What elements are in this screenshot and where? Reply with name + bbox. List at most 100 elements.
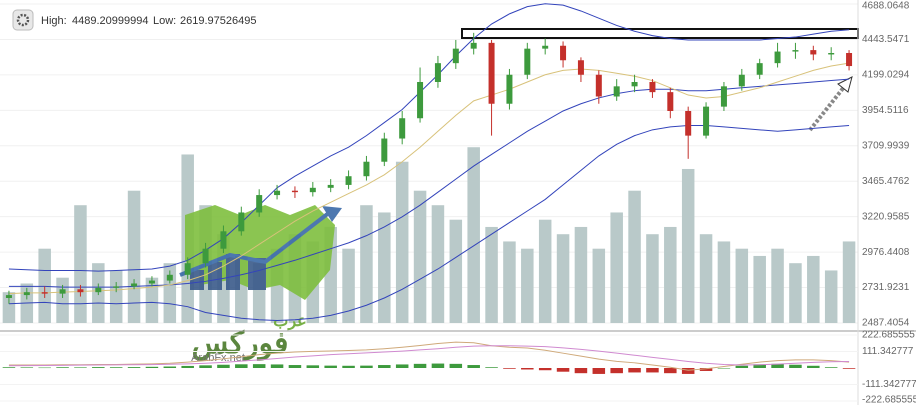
candle-body [756,63,763,75]
gear-icon [16,13,30,27]
candle-body [470,42,477,49]
y-tick-label: 2976.4408 [862,247,910,258]
volume-bar [753,255,766,323]
histogram-bar [413,363,427,368]
volume-bar [771,248,784,323]
volume-bar [503,241,516,323]
histogram-bar [449,363,463,368]
volume-bar [735,248,749,323]
candle-body [649,81,656,93]
histogram-bar [306,365,320,368]
watermark-logo: عرب فوركس ArabFx.net [179,205,342,364]
overlay-line [8,3,850,272]
histogram-bar [771,363,784,368]
histogram-bar [753,364,766,368]
candle-body [220,231,227,249]
histogram-bar [664,368,677,374]
histogram-bar [56,367,69,368]
histogram-bar [521,368,534,370]
candle-body [41,292,48,294]
candle-body [846,53,853,67]
logo-arrow [179,210,332,277]
candle-body [506,74,513,104]
y-tick-label: -111.342777 [862,379,916,390]
histogram-bar [646,368,659,373]
high-value: 4489.20999994 [72,15,148,27]
histogram-bar [217,364,230,368]
histogram-bar [92,367,105,368]
histogram-bar [824,367,838,368]
volume-bar [413,190,427,323]
y-tick-label: 2731.9231 [862,282,910,293]
histogram-bar [842,368,856,369]
candle-body [828,53,835,55]
volume-bar [485,226,498,323]
volume-bar [807,255,820,323]
volume-bar [592,248,606,323]
logo-bar [248,258,266,290]
candle-body [774,51,781,64]
histogram-bar [20,367,34,368]
candle-body [381,138,388,162]
histogram-bar [485,367,498,368]
histogram-bar [789,364,802,368]
volume-bar [163,263,177,323]
candle-body [363,161,370,177]
histogram-bar [431,363,445,368]
volume-bar [824,270,838,323]
candle-body [738,74,745,87]
volume-bar [664,226,677,323]
volume-bar [842,241,856,323]
candle-body [613,86,620,97]
y-tick-label: 4443.5471 [862,34,910,45]
logo-arrowhead [322,206,342,222]
logo-url: ArabFx.net [191,352,245,364]
volume-bar [449,219,463,323]
volume-bar [467,147,480,323]
volume-bar [538,219,552,323]
volume-bar [127,190,141,323]
candle-body [560,45,567,61]
histogram-bar [235,364,248,368]
candle-body [148,280,155,284]
candle-body [542,45,549,49]
volume-bar [56,277,69,323]
histogram-bar [342,365,355,368]
volume-bar [342,248,355,323]
volume-bar [628,190,641,323]
overlay-line [8,62,850,295]
histogram-bar [2,367,16,368]
histogram-bar [699,368,713,371]
logo-bar [208,262,222,290]
volume-bar [574,226,588,323]
histogram-bar [324,365,337,368]
candle-body [595,74,602,97]
logo-bar [190,270,204,290]
histogram-bar [574,368,588,374]
volume-bar [145,277,159,323]
candle-body [59,289,66,294]
settings-button[interactable] [12,9,34,31]
histogram-bar [145,366,159,368]
histogram-bar [556,368,570,372]
histogram-bar [163,366,177,368]
volume-bar [74,205,87,323]
logo-bar [226,254,240,290]
candle-body [238,212,245,232]
candle-body [417,81,424,119]
y-tick-label: 4199.0294 [862,70,910,81]
candle-body [77,289,84,293]
histogram-bar [378,365,391,368]
histogram-bar [38,367,51,369]
overlay-line [8,78,850,288]
candle-body [95,287,102,293]
candle-body [5,295,12,298]
candle-body [345,176,352,185]
candle-body [685,110,692,136]
candle-body [524,48,531,75]
volume-bar [38,248,51,323]
histogram-bar [735,365,749,368]
volume-bar [378,212,391,323]
